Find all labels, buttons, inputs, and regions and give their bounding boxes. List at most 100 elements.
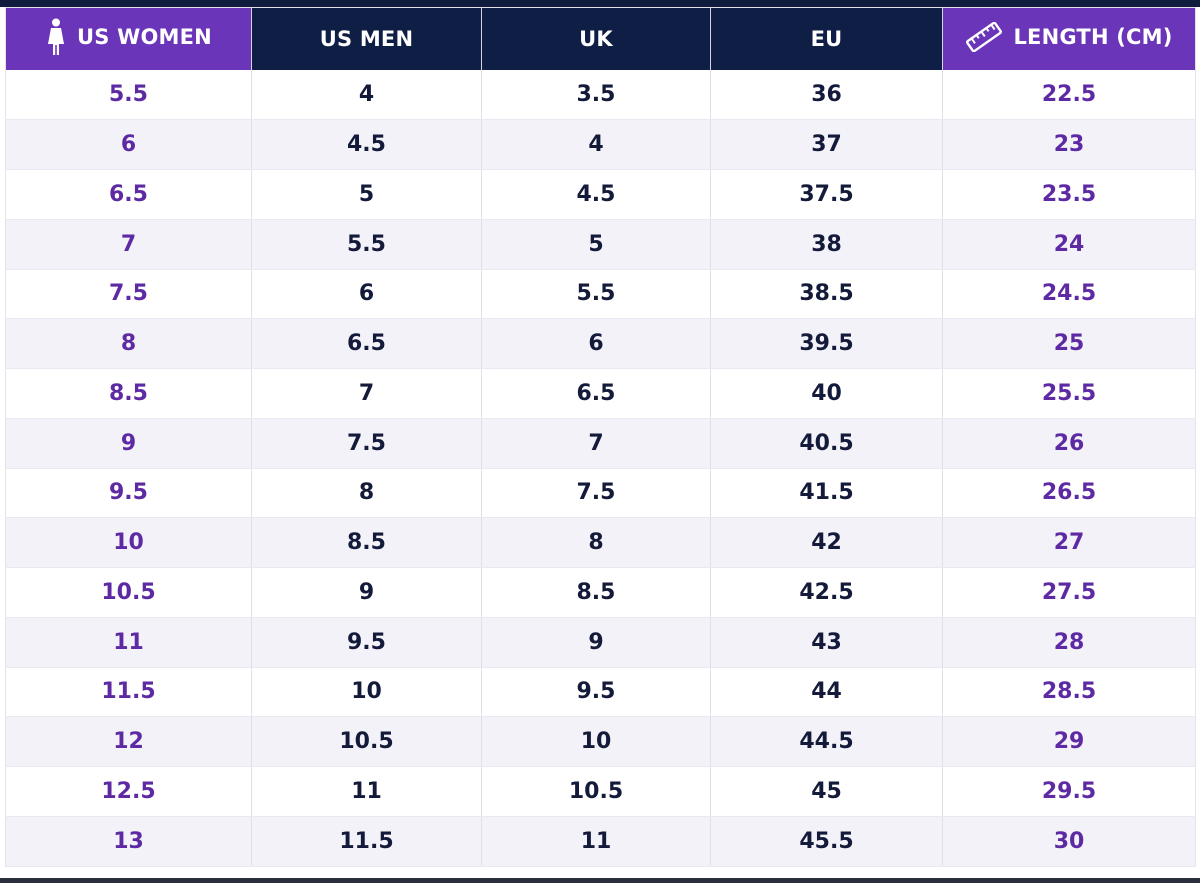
top-rule (0, 0, 1200, 7)
table-body: 5.5 4 3.5 36 22.5 6 4.5 4 37 23 6.5 5 4.5 37.5 23.5 7 5.… (5, 70, 1196, 867)
table-row: 7 5.5 5 38 24 (5, 219, 1196, 270)
cell-length-cm: 29.5 (942, 766, 1196, 817)
cell-us-men: 7.5 (251, 418, 482, 469)
cell-eu: 38 (710, 219, 943, 270)
cell-length-cm: 26 (942, 418, 1196, 469)
cell-eu: 43 (710, 617, 943, 668)
cell-eu: 44.5 (710, 716, 943, 767)
table-row: 10 8.5 8 42 27 (5, 517, 1196, 568)
woman-icon (45, 18, 67, 56)
header-eu: EU (710, 7, 943, 70)
cell-length-cm: 25 (942, 318, 1196, 369)
table-row: 11.5 10 9.5 44 28.5 (5, 667, 1196, 718)
cell-eu: 40.5 (710, 418, 943, 469)
table-row: 7.5 6 5.5 38.5 24.5 (5, 269, 1196, 320)
cell-uk: 4.5 (481, 169, 711, 220)
cell-uk: 7.5 (481, 468, 711, 519)
cell-eu: 38.5 (710, 269, 943, 320)
cell-us-men: 9 (251, 567, 482, 618)
cell-eu: 45.5 (710, 816, 943, 867)
cell-us-men: 4 (251, 70, 482, 121)
cell-us-men: 6 (251, 269, 482, 320)
cell-eu: 41.5 (710, 468, 943, 519)
cell-uk: 5.5 (481, 269, 711, 320)
cell-length-cm: 24 (942, 219, 1196, 270)
cell-length-cm: 26.5 (942, 468, 1196, 519)
cell-us-women: 9.5 (5, 468, 252, 519)
cell-eu: 42 (710, 517, 943, 568)
cell-uk: 8 (481, 517, 711, 568)
cell-us-men: 4.5 (251, 119, 482, 170)
cell-uk: 11 (481, 816, 711, 867)
size-chart-table: US WOMEN US MEN UK EU (5, 7, 1196, 867)
table-row: 9 7.5 7 40.5 26 (5, 418, 1196, 469)
cell-length-cm: 30 (942, 816, 1196, 867)
cell-us-women: 8.5 (5, 368, 252, 419)
cell-us-women: 7.5 (5, 269, 252, 320)
cell-length-cm: 24.5 (942, 269, 1196, 320)
cell-us-men: 8.5 (251, 517, 482, 568)
cell-length-cm: 28.5 (942, 667, 1196, 718)
cell-us-men: 10.5 (251, 716, 482, 767)
cell-us-women: 6 (5, 119, 252, 170)
cell-eu: 37 (710, 119, 943, 170)
cell-us-women: 7 (5, 219, 252, 270)
cell-us-women: 9 (5, 418, 252, 469)
cell-uk: 10.5 (481, 766, 711, 817)
cell-us-men: 6.5 (251, 318, 482, 369)
cell-eu: 36 (710, 70, 943, 121)
cell-eu: 45 (710, 766, 943, 817)
cell-uk: 8.5 (481, 567, 711, 618)
table-row: 12.5 11 10.5 45 29.5 (5, 766, 1196, 817)
cell-length-cm: 29 (942, 716, 1196, 767)
cell-us-women: 11.5 (5, 667, 252, 718)
cell-us-women: 11 (5, 617, 252, 668)
cell-us-women: 10 (5, 517, 252, 568)
cell-us-men: 8 (251, 468, 482, 519)
cell-us-men: 7 (251, 368, 482, 419)
cell-eu: 37.5 (710, 169, 943, 220)
table-row: 8 6.5 6 39.5 25 (5, 318, 1196, 369)
cell-length-cm: 23 (942, 119, 1196, 170)
cell-us-men: 11 (251, 766, 482, 817)
cell-uk: 6.5 (481, 368, 711, 419)
cell-us-women: 8 (5, 318, 252, 369)
cell-us-women: 10.5 (5, 567, 252, 618)
header-row: US WOMEN US MEN UK EU (5, 7, 1196, 70)
cell-us-men: 5 (251, 169, 482, 220)
table-row: 6 4.5 4 37 23 (5, 119, 1196, 170)
cell-eu: 44 (710, 667, 943, 718)
cell-eu: 42.5 (710, 567, 943, 618)
cell-us-men: 10 (251, 667, 482, 718)
header-us-women: US WOMEN (5, 7, 252, 70)
header-label: LENGTH (CM) (1013, 24, 1173, 49)
ruler-icon (965, 21, 1003, 52)
cell-us-men: 9.5 (251, 617, 482, 668)
cell-uk: 9 (481, 617, 711, 668)
cell-us-women: 13 (5, 816, 252, 867)
table-row: 6.5 5 4.5 37.5 23.5 (5, 169, 1196, 220)
header-label: US WOMEN (77, 24, 212, 49)
header-us-men: US MEN (251, 7, 482, 70)
cell-uk: 5 (481, 219, 711, 270)
table-row: 11 9.5 9 43 28 (5, 617, 1196, 668)
cell-length-cm: 22.5 (942, 70, 1196, 121)
cell-length-cm: 23.5 (942, 169, 1196, 220)
cell-uk: 7 (481, 418, 711, 469)
cell-length-cm: 27 (942, 517, 1196, 568)
header-length-cm: LENGTH (CM) (942, 7, 1196, 70)
cell-length-cm: 27.5 (942, 567, 1196, 618)
cell-uk: 3.5 (481, 70, 711, 121)
header-label: UK (579, 27, 613, 51)
cell-uk: 4 (481, 119, 711, 170)
cell-us-women: 6.5 (5, 169, 252, 220)
cell-eu: 39.5 (710, 318, 943, 369)
cell-uk: 10 (481, 716, 711, 767)
table-row: 9.5 8 7.5 41.5 26.5 (5, 468, 1196, 519)
cell-eu: 40 (710, 368, 943, 419)
table-row: 10.5 9 8.5 42.5 27.5 (5, 567, 1196, 618)
header-label: EU (810, 27, 843, 51)
table-row: 12 10.5 10 44.5 29 (5, 716, 1196, 767)
cell-us-women: 5.5 (5, 70, 252, 121)
table-row: 8.5 7 6.5 40 25.5 (5, 368, 1196, 419)
